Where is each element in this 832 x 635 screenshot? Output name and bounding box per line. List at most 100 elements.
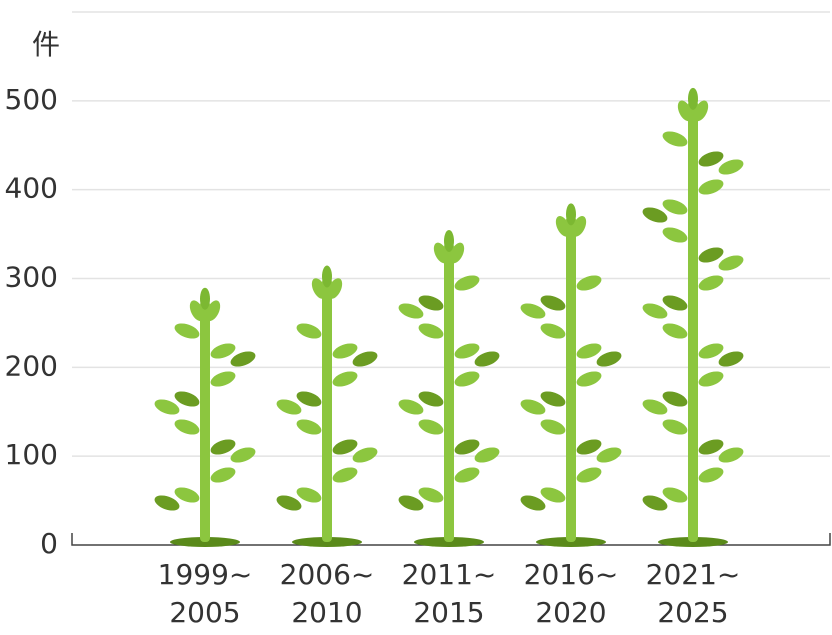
leaf xyxy=(662,295,688,311)
leaf xyxy=(698,151,724,167)
leaf xyxy=(296,391,322,407)
leaf xyxy=(662,227,688,243)
leaf xyxy=(174,487,200,503)
x-tick-label: 2006~ 2010 xyxy=(279,558,375,629)
plant-stem xyxy=(566,216,576,543)
leaf xyxy=(698,439,724,455)
leaf xyxy=(230,447,256,463)
leaf xyxy=(576,275,602,291)
leaf xyxy=(474,351,500,367)
leaf xyxy=(296,323,322,339)
leaf xyxy=(332,439,358,455)
leaf xyxy=(311,278,327,299)
leaf xyxy=(662,323,688,339)
leaf xyxy=(332,343,358,359)
leaf xyxy=(698,275,724,291)
leaf xyxy=(662,487,688,503)
leaf xyxy=(332,467,358,483)
x-tick-label: 2021~ 2025 xyxy=(645,558,741,629)
leaf xyxy=(205,300,221,321)
leaf xyxy=(230,351,256,367)
plant-stem xyxy=(688,100,698,542)
leaf xyxy=(210,439,236,455)
leaf xyxy=(276,399,302,415)
leaf xyxy=(322,265,332,288)
leaf xyxy=(418,323,444,339)
leaf xyxy=(718,447,744,463)
leaf xyxy=(200,287,210,310)
leaf xyxy=(332,371,358,387)
y-tick-label: 0 xyxy=(40,527,58,560)
leaf xyxy=(520,495,546,511)
leaf xyxy=(449,242,465,264)
leaf xyxy=(642,399,668,415)
leaf xyxy=(718,159,744,175)
leaf xyxy=(698,467,724,483)
leaf xyxy=(352,447,378,463)
leaf xyxy=(718,351,744,367)
leaf xyxy=(398,399,424,415)
leaf xyxy=(688,87,698,110)
leaf xyxy=(540,295,566,311)
leaf xyxy=(174,391,200,407)
leaf xyxy=(352,351,378,367)
leaf xyxy=(566,203,576,226)
x-tick-label: 2011~ 2015 xyxy=(401,558,497,629)
leaf xyxy=(698,371,724,387)
leaf xyxy=(576,371,602,387)
leaf xyxy=(693,100,709,122)
leaf xyxy=(662,131,688,147)
leaf xyxy=(296,487,322,503)
leaf xyxy=(662,199,688,215)
leaf xyxy=(154,399,180,415)
leaf xyxy=(642,303,668,319)
leaf xyxy=(454,371,480,387)
plant-stem xyxy=(322,278,332,542)
leaf xyxy=(596,351,622,367)
leaf xyxy=(454,343,480,359)
leaf xyxy=(296,419,322,435)
leaf xyxy=(154,495,180,511)
leaf xyxy=(454,439,480,455)
leaf xyxy=(576,439,602,455)
y-tick-label: 500 xyxy=(5,83,58,116)
leaf xyxy=(555,216,571,237)
leaf xyxy=(662,419,688,435)
leaf xyxy=(576,467,602,483)
leaf xyxy=(210,371,236,387)
y-tick-label: 300 xyxy=(5,261,58,294)
leaf xyxy=(327,278,343,299)
y-tick-label: 100 xyxy=(5,438,58,471)
y-tick-label: 400 xyxy=(5,172,58,205)
x-tick-label: 1999~ 2005 xyxy=(157,558,253,629)
leaf xyxy=(540,323,566,339)
leaf xyxy=(418,419,444,435)
leaf xyxy=(698,179,724,195)
leaf xyxy=(210,343,236,359)
leaf xyxy=(174,323,200,339)
leaf xyxy=(474,447,500,463)
leaf xyxy=(540,391,566,407)
plant-stem xyxy=(200,300,210,542)
leaf xyxy=(576,343,602,359)
leaf xyxy=(698,343,724,359)
leaf xyxy=(571,216,587,237)
leaf xyxy=(444,229,454,252)
leaf xyxy=(276,495,302,511)
leaf xyxy=(454,467,480,483)
leaf xyxy=(698,247,724,263)
leaf xyxy=(418,487,444,503)
leaf xyxy=(520,303,546,319)
leaf xyxy=(189,300,205,321)
plant-stem xyxy=(444,242,454,542)
leaf xyxy=(418,295,444,311)
leaf xyxy=(642,495,668,511)
leaf xyxy=(210,467,236,483)
leaf xyxy=(174,419,200,435)
leaf xyxy=(418,391,444,407)
leaf xyxy=(540,419,566,435)
leaf xyxy=(454,275,480,291)
leaf xyxy=(398,303,424,319)
